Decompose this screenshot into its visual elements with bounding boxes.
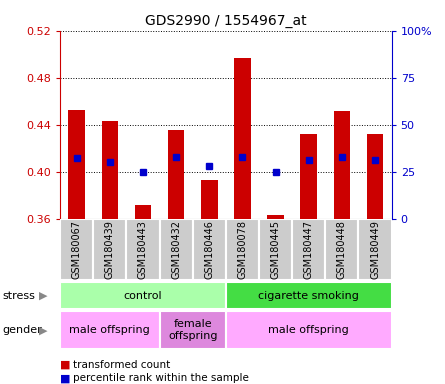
Text: ▶: ▶ bbox=[39, 325, 48, 335]
Bar bbox=[93, 219, 126, 280]
Bar bbox=[60, 311, 160, 349]
Text: GSM180432: GSM180432 bbox=[171, 220, 181, 279]
Text: ▶: ▶ bbox=[39, 291, 48, 301]
Bar bbox=[259, 219, 292, 280]
Bar bbox=[160, 311, 226, 349]
Bar bbox=[334, 111, 350, 219]
Bar bbox=[168, 129, 184, 219]
Text: stress: stress bbox=[2, 291, 35, 301]
Bar bbox=[160, 219, 193, 280]
Bar bbox=[300, 134, 317, 219]
Text: male offspring: male offspring bbox=[268, 325, 349, 335]
Text: GSM180449: GSM180449 bbox=[370, 220, 380, 279]
Bar bbox=[193, 219, 226, 280]
Bar bbox=[234, 58, 251, 219]
Text: ■: ■ bbox=[60, 360, 71, 370]
Bar bbox=[292, 219, 325, 280]
Text: female
offspring: female offspring bbox=[168, 319, 218, 341]
Text: ■: ■ bbox=[60, 373, 71, 383]
Bar bbox=[69, 109, 85, 219]
Bar bbox=[60, 219, 93, 280]
Bar bbox=[60, 282, 226, 309]
Title: GDS2990 / 1554967_at: GDS2990 / 1554967_at bbox=[145, 14, 307, 28]
Bar bbox=[201, 180, 218, 219]
Text: male offspring: male offspring bbox=[69, 325, 150, 335]
Bar bbox=[267, 215, 284, 219]
Bar bbox=[367, 134, 383, 219]
Bar bbox=[359, 219, 392, 280]
Bar bbox=[101, 121, 118, 219]
Text: cigarette smoking: cigarette smoking bbox=[258, 291, 359, 301]
Text: gender: gender bbox=[2, 325, 42, 335]
Text: GSM180439: GSM180439 bbox=[105, 220, 115, 279]
Text: GSM180445: GSM180445 bbox=[271, 220, 280, 279]
Text: percentile rank within the sample: percentile rank within the sample bbox=[73, 373, 249, 383]
Text: GSM180447: GSM180447 bbox=[304, 220, 314, 279]
Bar bbox=[325, 219, 359, 280]
Bar bbox=[226, 311, 392, 349]
Text: GSM180446: GSM180446 bbox=[204, 220, 214, 279]
Text: GSM180448: GSM180448 bbox=[337, 220, 347, 279]
Bar bbox=[126, 219, 160, 280]
Bar bbox=[226, 219, 259, 280]
Text: GSM180067: GSM180067 bbox=[72, 220, 81, 279]
Text: GSM180443: GSM180443 bbox=[138, 220, 148, 279]
Bar bbox=[135, 205, 151, 219]
Text: control: control bbox=[124, 291, 162, 301]
Bar bbox=[226, 282, 392, 309]
Text: GSM180078: GSM180078 bbox=[238, 220, 247, 279]
Text: transformed count: transformed count bbox=[73, 360, 171, 370]
